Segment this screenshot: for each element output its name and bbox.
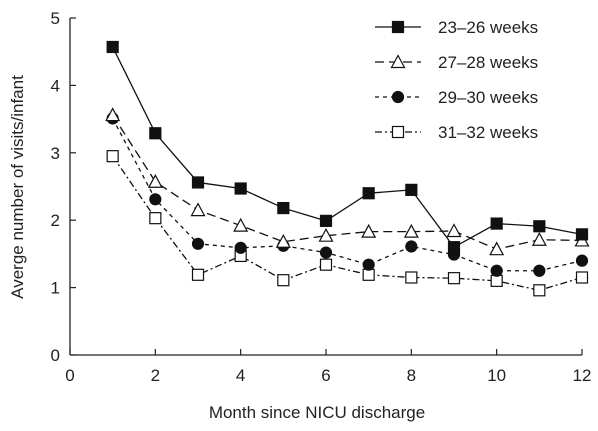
x-tick-label: 4 [236, 366, 245, 385]
data-point [234, 182, 247, 195]
legend-label: 31–32 weeks [438, 123, 538, 142]
data-point [405, 271, 418, 284]
legend-entry: 31–32 weeks [375, 123, 538, 142]
x-axis-title: Month since NICU discharge [209, 403, 425, 422]
data-point [403, 223, 419, 238]
legend-entry: 27–28 weeks [375, 53, 538, 72]
x-tick-label: 0 [65, 366, 74, 385]
legend: 23–26 weeks 27–28 weeks 29–30 weeks 31–32 w… [375, 18, 538, 142]
data-point [191, 268, 205, 281]
legend-marker [390, 54, 406, 69]
x-tick-label: 10 [487, 366, 506, 385]
legend-marker [391, 125, 405, 139]
legend-entry: 23–26 weeks [375, 18, 538, 37]
data-point [319, 246, 333, 259]
data-point [533, 264, 546, 277]
series-line [112, 114, 583, 250]
data-point [149, 212, 162, 225]
data-point [490, 217, 503, 230]
legend-label: 27–28 weeks [438, 53, 538, 72]
data-point [489, 241, 505, 256]
y-tick-label: 2 [51, 211, 60, 230]
legend-label: 29–30 weeks [438, 88, 538, 107]
data-point [234, 241, 247, 254]
legend-marker [391, 20, 405, 34]
data-point [319, 258, 333, 271]
data-point [233, 217, 249, 232]
data-point [490, 274, 503, 287]
data-point [318, 227, 334, 242]
series-line [112, 118, 583, 272]
data-point [575, 271, 589, 284]
y-axis-title: Averge number of visits/infant [8, 75, 27, 299]
data-point [191, 176, 205, 189]
data-point [277, 201, 290, 215]
data-point [533, 284, 546, 297]
data-point [362, 258, 375, 271]
data-point [106, 40, 119, 54]
data-point [446, 223, 462, 238]
series-3 [106, 150, 589, 297]
y-tick-label: 4 [51, 76, 60, 95]
data-point [531, 231, 547, 246]
data-point [149, 193, 162, 206]
data-point [447, 272, 461, 285]
series-0 [106, 40, 589, 254]
y-tick-label: 3 [51, 144, 60, 163]
series-line [112, 46, 583, 249]
data-point [106, 150, 119, 163]
data-point [147, 174, 163, 188]
data-point [190, 202, 206, 217]
data-point [319, 214, 333, 227]
x-tick-label: 8 [407, 366, 416, 385]
series-line [112, 155, 583, 291]
legend-label: 23–26 weeks [438, 18, 538, 37]
data-point [405, 240, 418, 253]
data-point [533, 220, 546, 233]
y-tick-label: 1 [51, 279, 60, 298]
series-layer [105, 40, 590, 297]
x-tick-label: 12 [573, 366, 592, 385]
data-point [275, 234, 291, 248]
data-point [362, 268, 375, 281]
legend-entry: 29–30 weeks [375, 88, 538, 107]
data-point [362, 187, 375, 200]
data-point [575, 228, 589, 241]
y-tick-label: 0 [51, 346, 60, 365]
data-point [191, 237, 205, 250]
data-point [447, 241, 461, 254]
data-point [575, 254, 589, 267]
x-tick-label: 2 [151, 366, 160, 385]
data-point [490, 264, 503, 277]
legend-marker [391, 90, 405, 104]
data-point [277, 274, 290, 287]
data-point [149, 127, 162, 140]
y-tick-label: 5 [51, 9, 60, 28]
data-point [361, 223, 377, 238]
data-point [405, 183, 418, 196]
data-point [105, 107, 121, 122]
x-tick-label: 6 [321, 366, 330, 385]
